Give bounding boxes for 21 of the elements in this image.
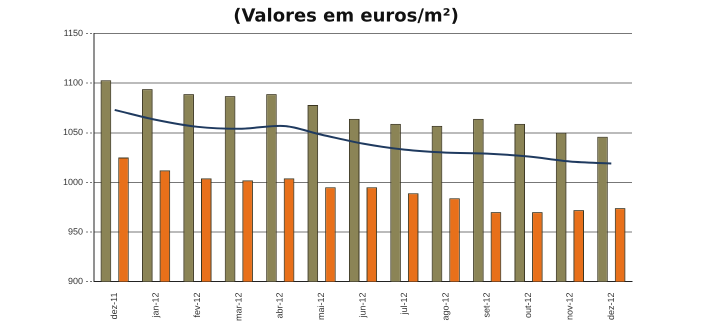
x-tick-label: out-12	[523, 292, 534, 318]
line-series	[114, 108, 612, 164]
x-tick-label: fev-12	[192, 292, 202, 318]
x-tick-label: set-12	[482, 292, 492, 318]
x-tick-label: nov-12	[564, 292, 574, 320]
x-tick-label: abr-12	[274, 292, 285, 319]
y-tick-label: 1150	[64, 28, 84, 38]
y-tick-label: 1000	[62, 176, 84, 187]
x-tick-label: ago-12	[440, 292, 450, 321]
x-tick-label: jan-12	[150, 292, 161, 319]
x-tick-label: dez-11	[109, 292, 120, 320]
x-tick-label: jul-12	[398, 292, 409, 316]
x-tick-label: jun-12	[357, 292, 368, 319]
y-tick-label: 900	[68, 276, 84, 286]
x-tick-label: dez-12	[606, 292, 616, 320]
x-tick-label: mai-12	[316, 292, 326, 320]
y-tick-label: 950	[68, 226, 84, 236]
y-tick-label: 1050	[62, 127, 84, 138]
y-tick-label: 1100	[64, 78, 84, 88]
chart-title: (Valores em euros/m²)	[233, 5, 459, 26]
x-tick-label: mar-12	[233, 292, 244, 322]
